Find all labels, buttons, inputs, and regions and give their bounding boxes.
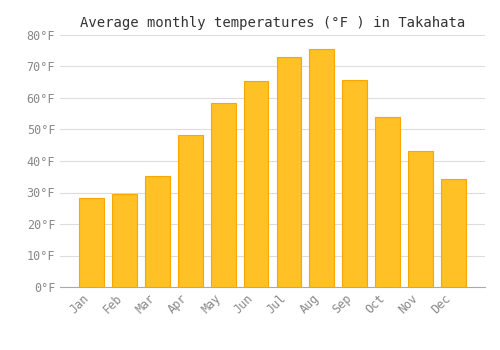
Bar	[178, 135, 203, 287]
Bar	[342, 80, 367, 287]
Bar	[310, 49, 334, 287]
Bar	[276, 57, 301, 287]
Bar	[145, 176, 170, 287]
Bar	[408, 150, 433, 287]
Bar	[376, 117, 400, 287]
Bar	[112, 194, 137, 287]
Title: Average monthly temperatures (°F ) in Takahata: Average monthly temperatures (°F ) in Ta…	[80, 16, 465, 30]
Bar	[211, 103, 236, 287]
Bar	[441, 179, 466, 287]
Bar	[80, 197, 104, 287]
Bar	[244, 80, 268, 287]
